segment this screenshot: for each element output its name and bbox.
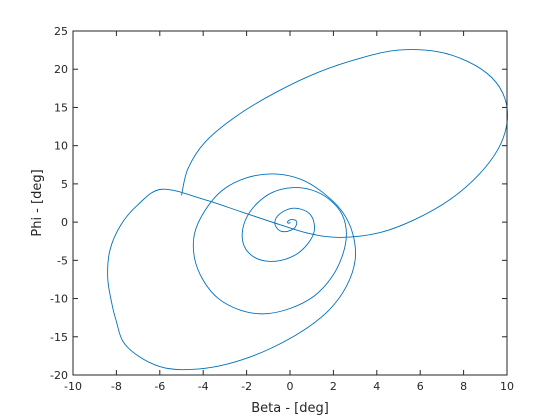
- x-tick-label: 4: [373, 380, 380, 393]
- y-tick-label: 10: [54, 140, 68, 153]
- x-tick-label: 8: [460, 380, 467, 393]
- series-line: [107, 49, 508, 371]
- y-tick-label: 15: [54, 101, 68, 114]
- y-tick-label: 25: [54, 25, 68, 38]
- y-tick-label: -15: [50, 331, 68, 344]
- x-tick-label: 0: [287, 380, 294, 393]
- y-tick-label: -5: [57, 254, 68, 267]
- x-tick-label: 10: [500, 380, 514, 393]
- y-tick-label: -20: [50, 369, 68, 382]
- y-tick-label: 0: [61, 216, 68, 229]
- x-tick-label: 6: [417, 380, 424, 393]
- y-tick-label: 5: [61, 178, 68, 191]
- y-ticks: -20 -15 -10 -5 0 5 10 15 20 25: [50, 25, 507, 382]
- x-tick-label: -4: [198, 380, 209, 393]
- x-axis-label: Beta - [deg]: [251, 401, 329, 416]
- series-layer: [107, 49, 508, 371]
- y-tick-label: 20: [54, 63, 68, 76]
- x-tick-label: -8: [111, 380, 122, 393]
- x-tick-label: -2: [241, 380, 252, 393]
- x-tick-label: 2: [330, 380, 337, 393]
- x-ticks: -10 -8 -6 -4 -2 0 2 4 6 8 10: [64, 31, 514, 393]
- y-axis-label: Phi - [deg]: [30, 169, 45, 236]
- x-tick-label: -10: [64, 380, 82, 393]
- x-tick-label: -6: [154, 380, 165, 393]
- y-tick-label: -10: [50, 293, 68, 306]
- plot-background: [73, 31, 507, 375]
